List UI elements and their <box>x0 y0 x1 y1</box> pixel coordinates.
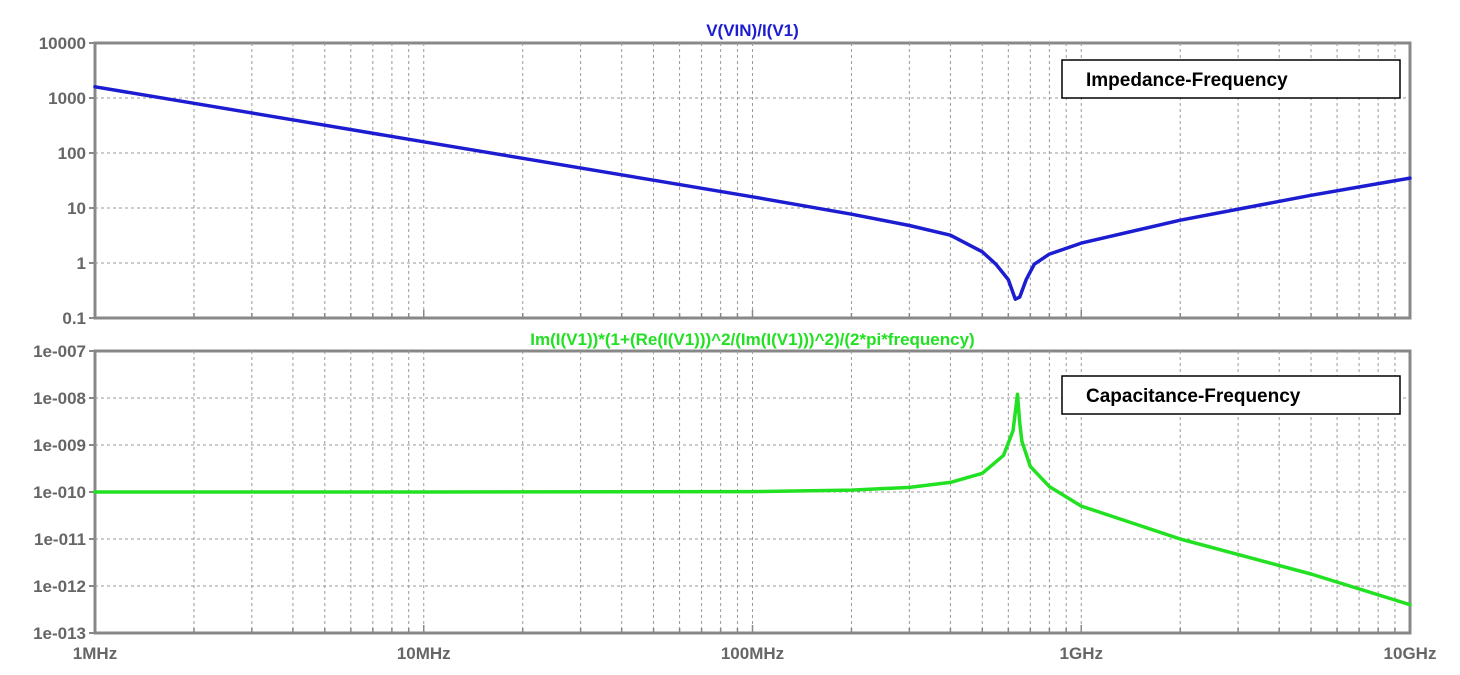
y-tick-label: 100 <box>58 144 86 163</box>
chart-title: V(VIN)/I(V1) <box>706 21 799 40</box>
chart-panel-2: 1e-007 1e-008 1e-009 1e-010 1e-011 1e-012 1e-0… <box>33 330 1436 663</box>
y-tick-label: 0.1 <box>62 309 86 328</box>
x-tick-label: 10MHz <box>397 644 451 663</box>
y-tick-label: 10 <box>67 199 86 218</box>
y-tick-label: 10000 <box>39 34 86 53</box>
chart-panel-1: 10000 1000 100 10 1 0.1 V(VIN)/I(V1) Impedance-… <box>39 21 1412 328</box>
y-tick-label: 1000 <box>48 89 86 108</box>
y-tick-label: 1 <box>77 254 86 273</box>
x-tick-label: 1MHz <box>73 644 117 663</box>
annotation-box <box>1061 59 1401 99</box>
annotation-label: Capacitance-Frequency <box>1086 386 1301 407</box>
x-tick-label: 1GHz <box>1060 644 1103 663</box>
x-tick-label: 100MHz <box>721 644 784 663</box>
chart-title: Im(I(V1))*(1+(Re(I(V1)))^2/(Im(I(V1)))^2… <box>530 330 974 349</box>
y-tick-label: 1e-009 <box>33 436 86 455</box>
y-tick-label: 1e-012 <box>33 577 86 596</box>
y-tick-label: 1e-008 <box>33 389 86 408</box>
annotation-box <box>1061 375 1401 415</box>
annotation-label: Impedance-Frequency <box>1086 70 1288 91</box>
y-tick-label: 1e-013 <box>33 624 86 643</box>
y-tick-label: 1e-011 <box>34 530 86 549</box>
grid-lines <box>89 42 1410 319</box>
series-line-1 <box>93 85 1412 301</box>
x-tick-label: 10GHz <box>1384 644 1437 663</box>
series-line-1 <box>93 392 1412 607</box>
y-tick-label: 1e-010 <box>33 483 86 502</box>
y-tick-label: 1e-007 <box>33 342 86 361</box>
